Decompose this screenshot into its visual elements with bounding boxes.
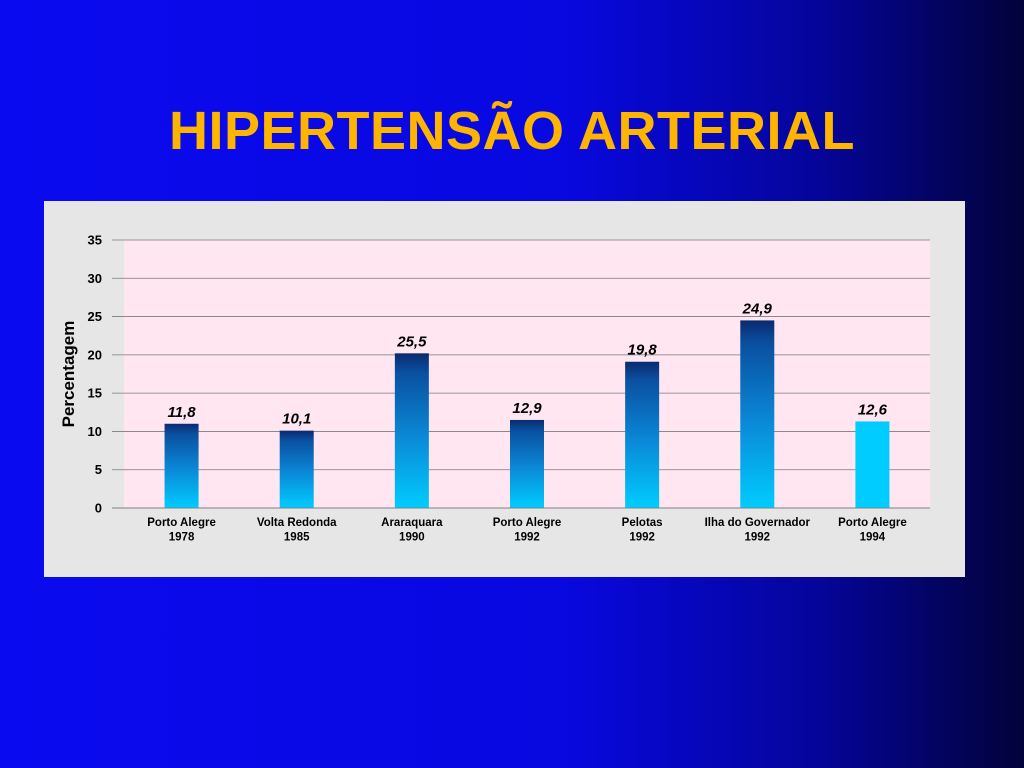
bar bbox=[510, 419, 544, 508]
y-tick-label: 0 bbox=[95, 501, 102, 516]
data-label: 12,6 bbox=[858, 401, 888, 418]
bar bbox=[279, 430, 314, 508]
y-tick-label: 10 bbox=[88, 424, 102, 439]
x-tick-label: Porto Alegre 1994 bbox=[838, 517, 907, 544]
data-label: 25,5 bbox=[396, 333, 427, 350]
bar bbox=[164, 423, 199, 508]
x-tick-label: Porto Alegre 1978 bbox=[147, 517, 216, 544]
y-tick-label: 15 bbox=[88, 386, 102, 401]
bar bbox=[855, 421, 890, 508]
chart-panel: 0 5 10 15 20 25 30 35 Percentagem 11,8 Porto Alegr… bbox=[44, 201, 965, 577]
bar bbox=[740, 320, 775, 508]
slide-title: HIPERTENSÃO ARTERIAL bbox=[168, 101, 856, 161]
bar bbox=[394, 353, 429, 508]
x-tick-label: Araraquara 1990 bbox=[381, 517, 443, 544]
data-label: 10,1 bbox=[282, 411, 311, 428]
bar bbox=[625, 361, 660, 508]
data-label: 12,9 bbox=[512, 400, 542, 417]
y-tick-label: 35 bbox=[88, 233, 102, 248]
x-tick-label: Porto Alegre 1992 bbox=[493, 517, 562, 544]
x-tick-label: Ilha do Governador 1992 bbox=[705, 517, 811, 544]
bar-chart: 0 5 10 15 20 25 30 35 Percentagem 11,8 Porto Alegr… bbox=[59, 233, 930, 544]
data-label: 11,8 bbox=[168, 404, 197, 421]
x-tick-label: Pelotas 1992 bbox=[622, 517, 663, 544]
y-tick-label: 25 bbox=[88, 309, 102, 324]
y-tick-label: 30 bbox=[88, 271, 102, 286]
data-label: 19,8 bbox=[628, 342, 658, 359]
y-axis-label: Percentagem bbox=[59, 321, 78, 428]
x-tick-label: Volta Redonda 1985 bbox=[257, 517, 337, 544]
y-tick-label: 20 bbox=[88, 347, 102, 362]
y-tick-label: 5 bbox=[95, 462, 102, 477]
data-label: 24,9 bbox=[742, 300, 773, 317]
